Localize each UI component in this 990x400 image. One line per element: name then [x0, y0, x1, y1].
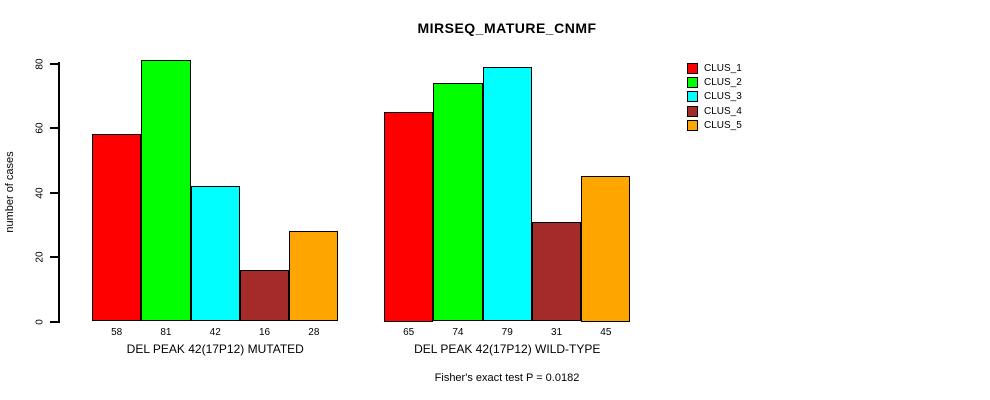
bar-value-label: 65	[403, 327, 415, 338]
legend-label: CLUS_4	[704, 105, 742, 117]
bar-value-label: 79	[501, 327, 513, 338]
y-tick-label: 80	[34, 57, 46, 70]
legend-swatch-clus-4	[687, 105, 698, 117]
legend-label: CLUS_1	[704, 62, 742, 74]
y-tick-label: 20	[34, 251, 46, 263]
y-tick-mark	[50, 256, 58, 258]
bar-clus-5-mutated	[289, 231, 339, 322]
bar-clus-3-mutated	[190, 186, 240, 322]
legend-label: CLUS_3	[704, 91, 742, 103]
bar-value-label: 45	[600, 327, 612, 338]
bar-clus-4-mutated	[239, 269, 290, 322]
bar-clus-3-wild-type	[482, 66, 532, 322]
legend-swatch-clus-5	[687, 120, 698, 132]
bar-clus-2-mutated	[141, 60, 191, 322]
bar-value-label: 42	[209, 327, 221, 338]
bar-clus-4-wild-type	[531, 221, 582, 322]
bar-value-label: 58	[111, 327, 123, 338]
bar-value-label: 74	[452, 327, 464, 338]
bar-clus-5-wild-type	[581, 176, 631, 322]
legend-swatch-clus-1	[687, 62, 698, 74]
x-category-label: DEL PEAK 42(17P12) MUTATED	[126, 342, 304, 356]
bar-clus-1-mutated	[92, 134, 142, 322]
legend-label: CLUS_5	[704, 120, 742, 132]
bar-value-label: 28	[308, 327, 320, 338]
y-axis-line	[58, 62, 60, 323]
legend-item-clus-2: CLUS_2	[687, 75, 742, 89]
legend-item-clus-4: CLUS_4	[687, 104, 742, 118]
legend-item-clus-5: CLUS_5	[687, 119, 742, 133]
fisher-test-caption: Fisher's exact test P = 0.0182	[434, 372, 580, 384]
legend: CLUS_1 CLUS_2 CLUS_3 CLUS_4 CLUS_5	[687, 61, 742, 133]
bar-clus-1-wild-type	[384, 111, 434, 322]
legend-item-clus-1: CLUS_1	[687, 61, 742, 75]
bar-value-label: 16	[258, 327, 271, 338]
legend-swatch-clus-2	[687, 77, 698, 89]
y-tick-mark	[50, 127, 58, 129]
legend-swatch-clus-3	[687, 91, 698, 103]
bar-clus-2-wild-type	[433, 82, 483, 322]
y-tick-label: 60	[34, 122, 46, 134]
y-tick-mark	[50, 191, 58, 194]
y-tick-mark	[50, 62, 58, 65]
y-tick-mark	[50, 320, 58, 323]
y-tick-label: 40	[34, 186, 46, 199]
y-axis-label: number of cases	[4, 151, 16, 233]
legend-item-clus-3: CLUS_3	[687, 90, 742, 104]
bar-value-label: 81	[160, 327, 172, 338]
chart-title: MIRSEQ_MATURE_CNMF	[417, 20, 597, 36]
legend-label: CLUS_2	[704, 77, 742, 89]
bar-value-label: 31	[550, 327, 563, 338]
y-tick-label: 0	[34, 318, 46, 325]
x-category-label: DEL PEAK 42(17P12) WILD-TYPE	[414, 342, 601, 356]
